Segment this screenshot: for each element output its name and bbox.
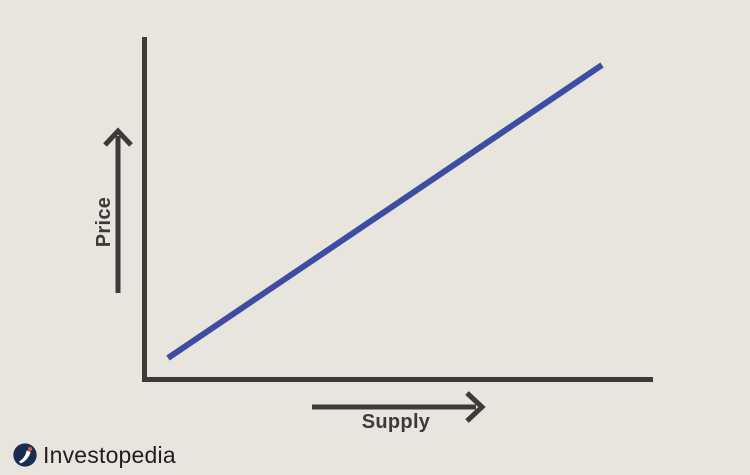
supply-curve-line bbox=[166, 62, 604, 361]
logo-wordmark: Investopedia bbox=[43, 442, 176, 468]
logo-i-dot bbox=[28, 447, 32, 451]
supply-arrow-head bbox=[465, 391, 486, 423]
logo-circle bbox=[13, 443, 37, 467]
supply-axis-arrow bbox=[312, 391, 486, 423]
price-axis-arrow bbox=[103, 127, 133, 293]
price-arrow-head bbox=[103, 127, 133, 147]
y-axis-label: Price bbox=[93, 196, 115, 248]
logo-i-swoosh bbox=[19, 450, 31, 464]
x-axis-label: Supply bbox=[361, 411, 431, 433]
investopedia-logo-icon bbox=[13, 443, 37, 467]
investopedia-logo: Investopedia bbox=[13, 442, 176, 468]
